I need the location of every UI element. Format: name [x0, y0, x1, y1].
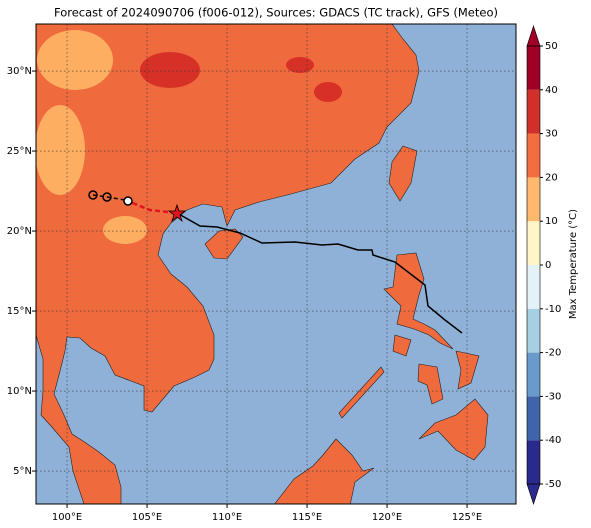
tc-track	[176, 212, 463, 334]
colorbar-tick-label: -50	[545, 479, 561, 490]
visayas	[417, 363, 444, 405]
colorbar-tick-label: 20	[545, 172, 558, 183]
y-tick-label: 5°N	[13, 466, 32, 477]
colorbar-bin	[527, 440, 540, 484]
grid	[36, 24, 516, 504]
mindoro	[392, 334, 412, 357]
track-point	[88, 190, 98, 200]
colorbar-bin	[527, 177, 540, 222]
colorbar-tick-label: -10	[545, 304, 561, 315]
colorbar-bin	[527, 308, 540, 353]
mainland	[36, 24, 420, 504]
x-tick-label: 100°E	[52, 512, 82, 523]
colorbar-tick-label: 30	[545, 129, 558, 140]
samar-leyte	[455, 350, 480, 390]
colorbar-bin	[527, 352, 540, 397]
palawan	[338, 366, 385, 419]
colorbar-tick-label: 40	[545, 85, 558, 96]
colorbar-tick-label: 10	[545, 216, 558, 227]
tc-position	[167, 203, 187, 223]
colorbar-tick-label: -40	[545, 435, 561, 446]
y-tick-label: 15°N	[7, 306, 32, 317]
x-tick-label: 110°E	[212, 512, 242, 523]
y-tick-label: 10°N	[7, 386, 32, 397]
track-point	[102, 192, 112, 202]
colorbar-bin	[527, 221, 540, 265]
y-tick-label: 25°N	[7, 146, 32, 157]
map-title: Forecast of 2024090706 (f006-012), Sourc…	[54, 6, 498, 20]
colorbar-bin	[527, 46, 540, 90]
mindanao	[418, 398, 489, 461]
track-point	[123, 196, 133, 206]
tc-track-past	[92, 194, 126, 201]
map-area	[36, 24, 516, 504]
colorbar-extend-high	[526, 25, 541, 47]
colorbar-tick-label: 50	[545, 41, 558, 52]
x-tick-label: 105°E	[132, 512, 162, 523]
tc-track-forecast	[124, 198, 178, 215]
colorbar-tick-label: -30	[545, 391, 561, 402]
heat-patches	[36, 30, 342, 504]
colorbar-tick-label: -20	[545, 348, 561, 359]
borneo	[274, 438, 375, 504]
colorbar-bin	[527, 396, 540, 441]
hainan	[204, 228, 244, 260]
colorbar-bin	[527, 89, 540, 134]
colorbar-bin	[527, 265, 540, 309]
x-tick-label: 115°E	[292, 512, 322, 523]
colorbar-label: Max Temperature (°C)	[568, 209, 579, 319]
map-frame	[35, 23, 517, 505]
colorbar-extend-low	[526, 483, 541, 505]
y-tick-label: 20°N	[7, 226, 32, 237]
x-tick-label: 125°E	[452, 512, 482, 523]
y-tick-label: 30°N	[7, 66, 32, 77]
colorbar-bin	[527, 133, 540, 178]
colorbar-tick-label: 0	[545, 260, 551, 271]
x-tick-label: 120°E	[372, 512, 402, 523]
